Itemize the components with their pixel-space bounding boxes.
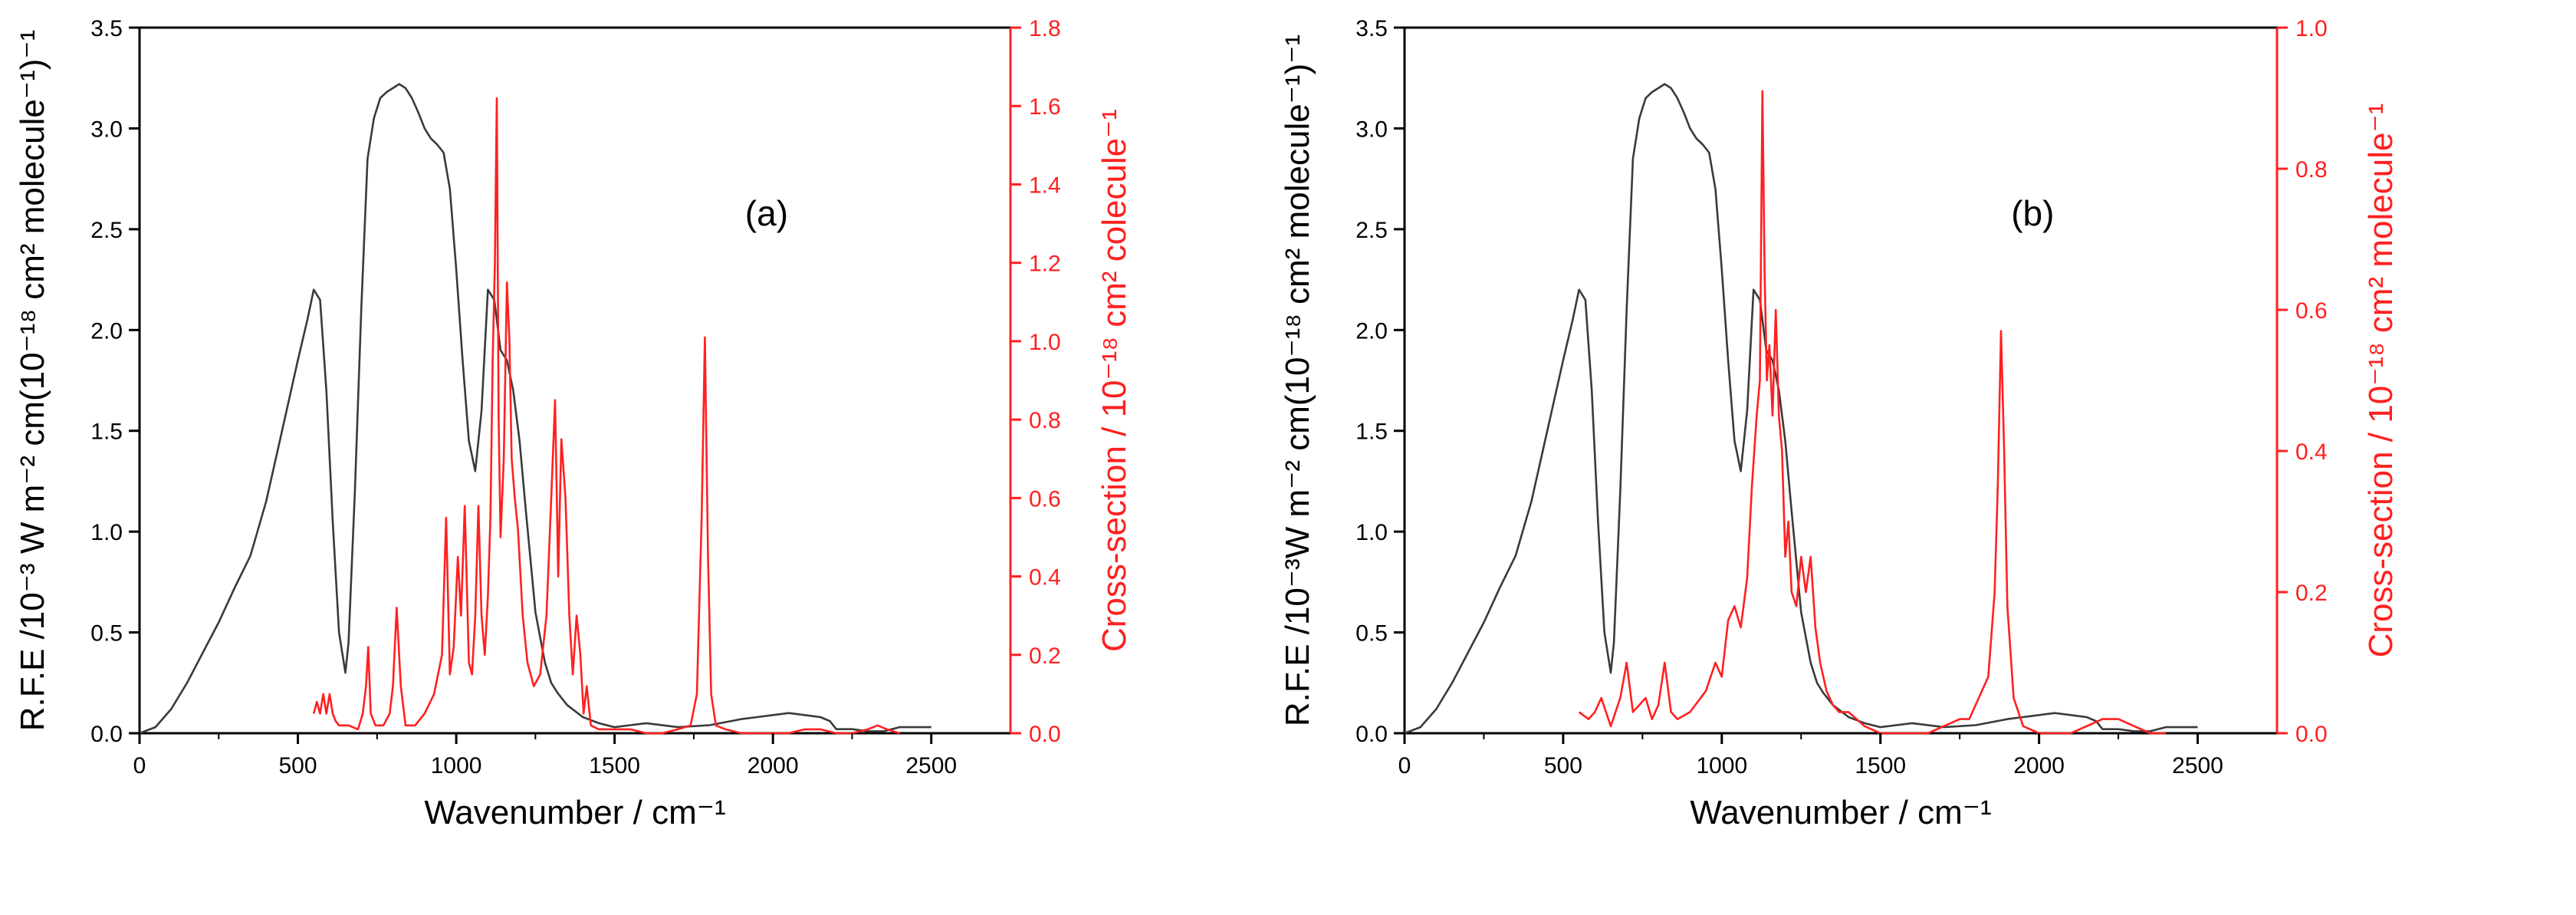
y-right-tick-label: 1.8 [1029, 16, 1061, 41]
y-right-tick-label: 0.6 [2295, 298, 2328, 324]
y-left-tick-label: 2.0 [90, 318, 123, 344]
x-tick-label: 500 [279, 753, 317, 778]
y-right-tick-label: 0.0 [2295, 722, 2328, 747]
y-right-tick-label: 0.2 [1029, 643, 1061, 669]
y-right-tick-label: 0.4 [2295, 439, 2328, 465]
chart-panel-a: 0 500 1000 1500 2000 2500 0.0 0.5 1.0 1.5 2.0 2.5 3.… [14, 16, 1133, 831]
y-left-axis-title: R.F.E /10⁻³ W m⁻² cm(10⁻¹⁸ cm² molecule⁻… [14, 30, 51, 732]
x-tick-label: 2500 [2172, 753, 2223, 778]
y-left-tick-label: 3.5 [90, 16, 123, 41]
chart-panel-b: 0 500 1000 1500 2000 2500 0.0 0.5 1.0 1.5 2.0 2.5 3.… [1279, 16, 2400, 831]
y-left-tick-label: 2.5 [1355, 218, 1388, 243]
y-right-tick-label: 0.4 [1029, 565, 1061, 591]
y-left-tick-label: 0.5 [1355, 621, 1388, 647]
x-tick-label: 1000 [431, 753, 482, 778]
y-right-tick-label: 1.6 [1029, 94, 1061, 120]
y-right-tick-label: 0.0 [1029, 722, 1061, 747]
y-right-tick-label: 1.0 [1029, 330, 1061, 355]
x-tick-label: 1000 [1696, 753, 1747, 778]
y-right-tick-label: 1.2 [1029, 252, 1061, 277]
x-tick-label: 2500 [905, 753, 957, 778]
y-right-axis-title: Cross-section / 10⁻¹⁸ cm² molecule⁻¹ [2362, 104, 2400, 658]
rfe-line [1404, 83, 2198, 735]
y-left-tick-label: 1.0 [90, 520, 123, 545]
y-left-tick-label: 0.5 [90, 621, 123, 647]
y-left-tick-label: 1.0 [1355, 520, 1388, 545]
rfe-line [139, 83, 932, 735]
cross-section-line [312, 97, 900, 735]
x-axis-title: Wavenumber / cm⁻¹ [424, 794, 725, 831]
y-left-tick-label: 3.0 [90, 117, 123, 142]
x-tick-label: 0 [1398, 753, 1411, 778]
y-left-tick-label: 0.0 [90, 722, 123, 747]
x-tick-label: 2000 [2013, 753, 2065, 778]
y-left-tick-label: 3.0 [1355, 117, 1388, 142]
y-left-axis-title: R.F.E /10⁻³W m⁻² cm(10⁻¹⁸ cm² molecule⁻¹… [1279, 35, 1316, 726]
y-left-tick-label: 1.5 [1355, 420, 1388, 445]
panel-label: (b) [2011, 193, 2054, 233]
y-right-tick-label: 1.0 [2295, 16, 2328, 41]
y-right-tick-label: 0.8 [2295, 157, 2328, 183]
x-tick-label: 1500 [1855, 753, 1906, 778]
panel-label: (a) [745, 193, 788, 233]
y-right-tick-label: 0.8 [1029, 408, 1061, 433]
x-tick-label: 500 [1544, 753, 1582, 778]
x-tick-label: 0 [133, 753, 146, 778]
y-left-tick-label: 0.0 [1355, 722, 1388, 747]
x-axis-title: Wavenumber / cm⁻¹ [1690, 794, 1991, 831]
y-right-tick-label: 1.4 [1029, 173, 1061, 198]
x-tick-label: 1500 [589, 753, 640, 778]
y-right-tick-label: 0.6 [1029, 486, 1061, 512]
x-tick-label: 2000 [748, 753, 799, 778]
y-right-tick-label: 0.2 [2295, 581, 2328, 606]
y-left-tick-label: 1.5 [90, 420, 123, 445]
y-left-tick-label: 3.5 [1355, 16, 1388, 41]
y-left-tick-label: 2.0 [1355, 318, 1388, 344]
plot-frame [1403, 26, 2279, 735]
y-left-tick-label: 2.5 [90, 218, 123, 243]
y-right-axis-title: Cross-section / 10⁻¹⁸ cm² colecule⁻¹ [1096, 109, 1133, 652]
cross-section-line [1578, 90, 2167, 735]
